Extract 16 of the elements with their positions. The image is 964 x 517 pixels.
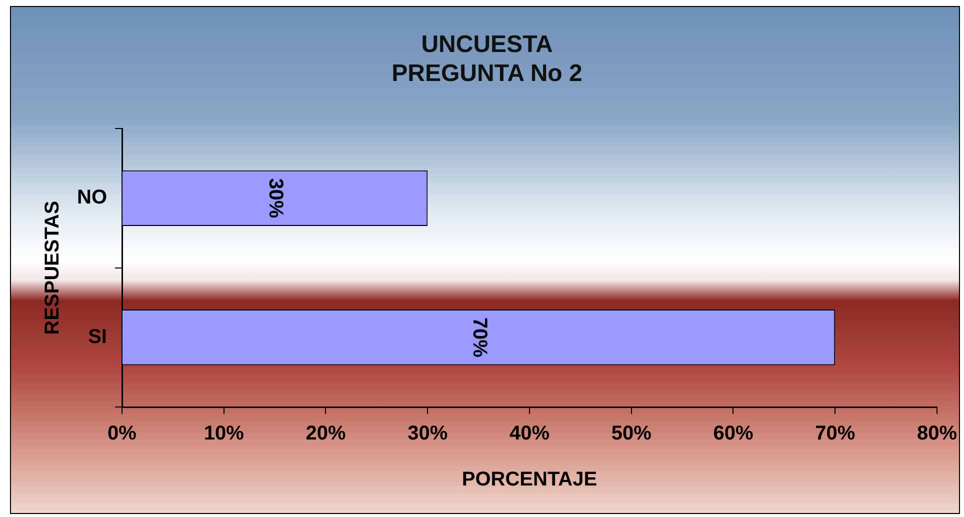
x-tick-label: 0%: [108, 422, 137, 445]
x-axis-title: PORCENTAJE: [462, 468, 598, 491]
y-tick-label: SI: [88, 326, 107, 348]
y-tick-label: NO: [77, 186, 107, 209]
x-tick-label: 20%: [306, 422, 346, 445]
data-label: 70%: [468, 317, 490, 358]
x-tick-label: 40%: [509, 422, 550, 445]
y-axis-title: RESPUESTAS: [42, 200, 64, 335]
chart-title: UNCUESTA PREGUNTA No 2: [392, 31, 582, 87]
x-tick-label: 60%: [713, 422, 754, 445]
x-tick-label: 80%: [916, 422, 958, 445]
x-tick-label: 30%: [408, 422, 448, 445]
x-tick-label: 10%: [204, 422, 244, 445]
data-label: 30%: [264, 178, 287, 218]
x-tick-label: 50%: [611, 422, 652, 445]
x-tick-label: 70%: [815, 422, 856, 445]
